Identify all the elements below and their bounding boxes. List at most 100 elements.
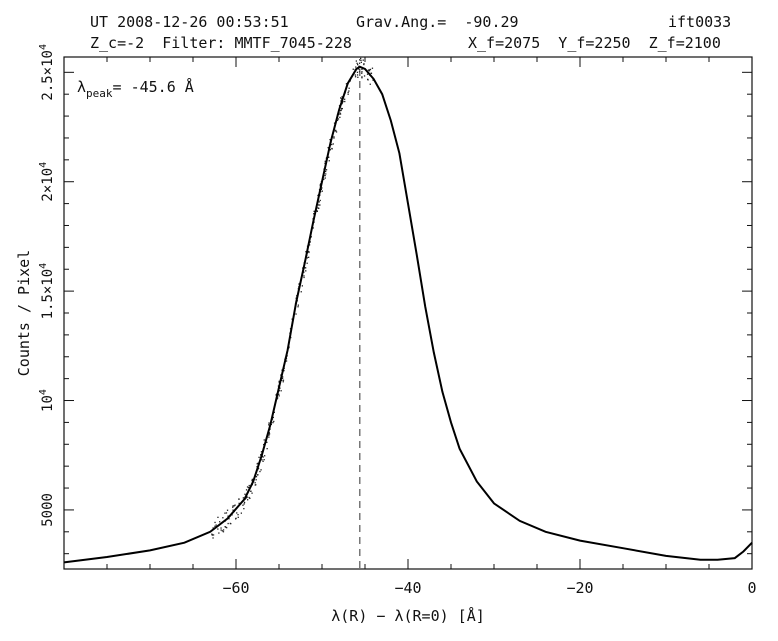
scatter-point xyxy=(370,72,372,74)
y-axis-label: Counts / Pixel xyxy=(15,250,33,376)
scatter-point xyxy=(342,100,344,103)
scatter-point xyxy=(361,76,363,78)
scatter-point xyxy=(247,499,249,501)
scatter-point xyxy=(251,478,254,480)
y-tick-label: 104 xyxy=(38,389,56,412)
scatter-point xyxy=(358,68,360,70)
scatter-point xyxy=(262,456,264,458)
scatter-point xyxy=(282,379,285,381)
y-tick-label: 2×104 xyxy=(38,162,56,202)
scatter-point xyxy=(278,395,280,397)
scatter-point xyxy=(268,432,270,434)
scatter-point xyxy=(361,77,363,79)
scatter-point xyxy=(333,122,336,124)
scatter-point xyxy=(211,534,213,536)
scatter-point xyxy=(215,524,217,526)
scatter-point xyxy=(225,512,228,514)
scatter-point xyxy=(340,97,342,99)
y-tick-label: 1.5×104 xyxy=(38,263,56,320)
scatter-point xyxy=(262,460,264,462)
scatter-point xyxy=(279,387,281,389)
scatter-point xyxy=(245,489,248,491)
plot-frame xyxy=(63,56,753,570)
scatter-point xyxy=(319,204,321,206)
scatter-point xyxy=(234,504,236,506)
scatter-point xyxy=(229,522,231,525)
scatter-point xyxy=(348,87,350,89)
scatter-point xyxy=(344,100,346,103)
scatter-point xyxy=(226,527,228,529)
scatter-point xyxy=(363,75,366,77)
scatter-point xyxy=(214,525,216,527)
scatter-point xyxy=(348,90,350,92)
scatter-point xyxy=(363,63,365,65)
scatter-point xyxy=(225,526,227,528)
scatter-point xyxy=(355,66,357,68)
scatter-point xyxy=(254,482,256,484)
scatter-point xyxy=(273,420,275,423)
scatter-point xyxy=(277,397,279,399)
scatter-point xyxy=(219,521,221,523)
scatter-point xyxy=(321,187,323,189)
scatter-point xyxy=(303,276,305,279)
scatter-point xyxy=(372,79,374,81)
scatter-point xyxy=(278,390,280,392)
scatter-point xyxy=(324,160,326,162)
x-tick-label: −60 xyxy=(222,579,249,597)
scatter-point xyxy=(232,509,234,511)
scatter-point xyxy=(312,227,314,229)
scatter-point xyxy=(280,390,282,392)
scatter-point xyxy=(339,113,342,115)
scatter-point xyxy=(247,486,250,489)
scatter-point xyxy=(336,119,339,121)
scatter-point xyxy=(308,244,311,246)
scatter-point xyxy=(367,78,369,80)
scatter-point xyxy=(363,63,365,66)
scatter-point xyxy=(339,112,341,114)
scatter-point xyxy=(356,71,359,73)
scatter-point xyxy=(325,169,328,171)
scatter-point xyxy=(242,497,244,499)
scatter-point xyxy=(249,497,251,499)
scatter-point xyxy=(282,381,284,383)
scatter-point xyxy=(251,479,253,481)
header-grav-angle: Grav.Ang.= -90.29 xyxy=(356,13,519,31)
scatter-point xyxy=(273,411,275,413)
scatter-point xyxy=(281,379,283,381)
scatter-point xyxy=(282,376,284,378)
scatter-point xyxy=(257,462,259,464)
scatter-point xyxy=(325,170,327,173)
scatter-point xyxy=(325,173,327,175)
scatter-point xyxy=(340,107,343,110)
scatter-point xyxy=(344,98,346,100)
scatter-point xyxy=(224,512,226,514)
scatter-point xyxy=(268,433,271,435)
scatter-point xyxy=(263,459,265,461)
y-tick-label: 5000 xyxy=(40,493,56,527)
scatter-point xyxy=(238,502,240,504)
scatter-point xyxy=(220,527,222,529)
scatter-point xyxy=(304,267,306,269)
scatter-point xyxy=(341,108,343,110)
scatter-point xyxy=(221,530,223,532)
x-tick-label: 0 xyxy=(747,579,756,597)
scatter-point xyxy=(368,70,371,72)
scatter-point xyxy=(298,283,300,285)
scatter-point xyxy=(369,83,371,85)
scatter-point xyxy=(333,136,335,138)
scatter-point xyxy=(278,380,280,382)
scatter-point xyxy=(211,533,213,535)
scatter-point xyxy=(297,306,299,308)
scatter-point xyxy=(356,62,358,64)
x-axis-label: λ(R) − λ(R=0) [Å] xyxy=(331,606,485,625)
scatter-point xyxy=(268,422,270,424)
scatter-point xyxy=(236,512,238,514)
series-line xyxy=(63,65,753,564)
scatter-point xyxy=(328,160,330,162)
scatter-point xyxy=(212,527,214,529)
scatter-point xyxy=(227,522,229,525)
scatter-point xyxy=(297,304,299,306)
scatter-point xyxy=(313,210,315,212)
scatter-point xyxy=(324,162,326,164)
scatter-point xyxy=(366,73,369,75)
